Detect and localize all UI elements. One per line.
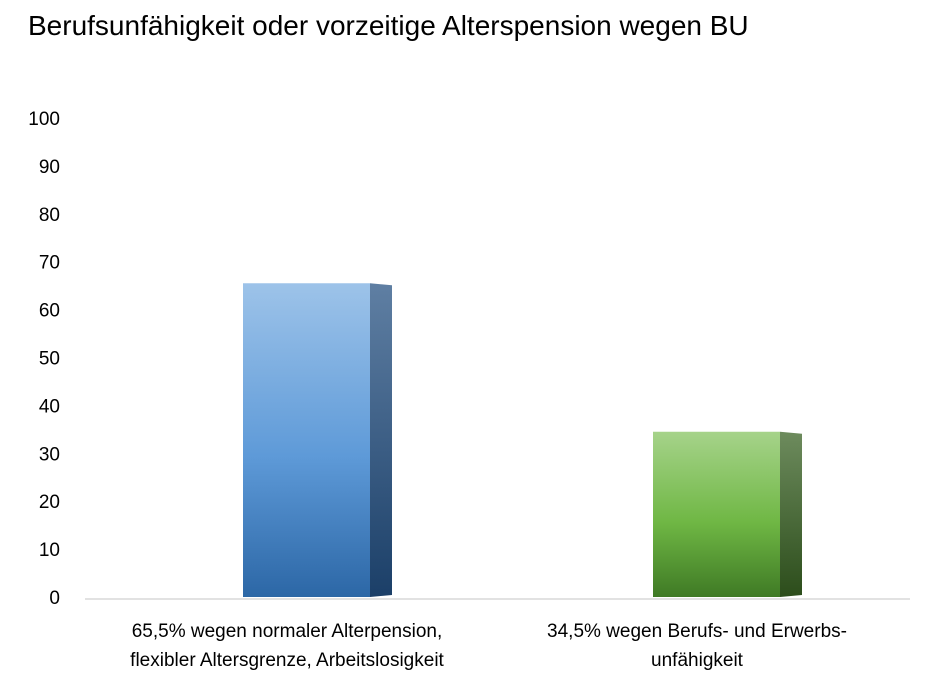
y-tick-label: 30 <box>39 444 60 465</box>
y-tick-label: 50 <box>39 349 60 370</box>
bars <box>243 283 802 597</box>
x-category-label-line: flexibler Altersgrenze, Arbeitslosigkeit <box>130 650 444 671</box>
y-tick-label: 20 <box>39 492 60 513</box>
bar-front <box>243 283 370 597</box>
y-tick-label: 90 <box>39 157 60 178</box>
y-axis: 0 10 20 30 40 50 60 70 80 90 100 <box>28 109 60 609</box>
bar-front <box>653 431 780 597</box>
y-tick-label: 0 <box>49 588 60 609</box>
y-tick-label: 40 <box>39 396 60 417</box>
y-tick-label: 10 <box>39 540 60 561</box>
bar-side <box>370 283 392 597</box>
chart-title: Berufsunfähigkeit oder vorzeitige Alters… <box>28 10 749 41</box>
bar <box>653 431 802 597</box>
y-tick-label: 100 <box>28 109 60 130</box>
x-category-label-line: 65,5% wegen normaler Alterpension, <box>131 621 443 642</box>
x-category-label: 34,5% wegen Berufs- und Erwerbs-unfähigk… <box>487 617 907 675</box>
y-tick-label: 70 <box>39 253 60 274</box>
bar-side <box>780 431 802 597</box>
x-category-label: 65,5% wegen normaler Alterpension, flexib… <box>77 617 497 675</box>
bar <box>243 283 392 597</box>
x-category-label-line: 34,5% wegen Berufs- und Erwerbs- <box>547 621 847 642</box>
x-category-label-line: unfähigkeit <box>651 650 743 671</box>
y-tick-label: 60 <box>39 301 60 322</box>
y-tick-label: 80 <box>39 205 60 226</box>
